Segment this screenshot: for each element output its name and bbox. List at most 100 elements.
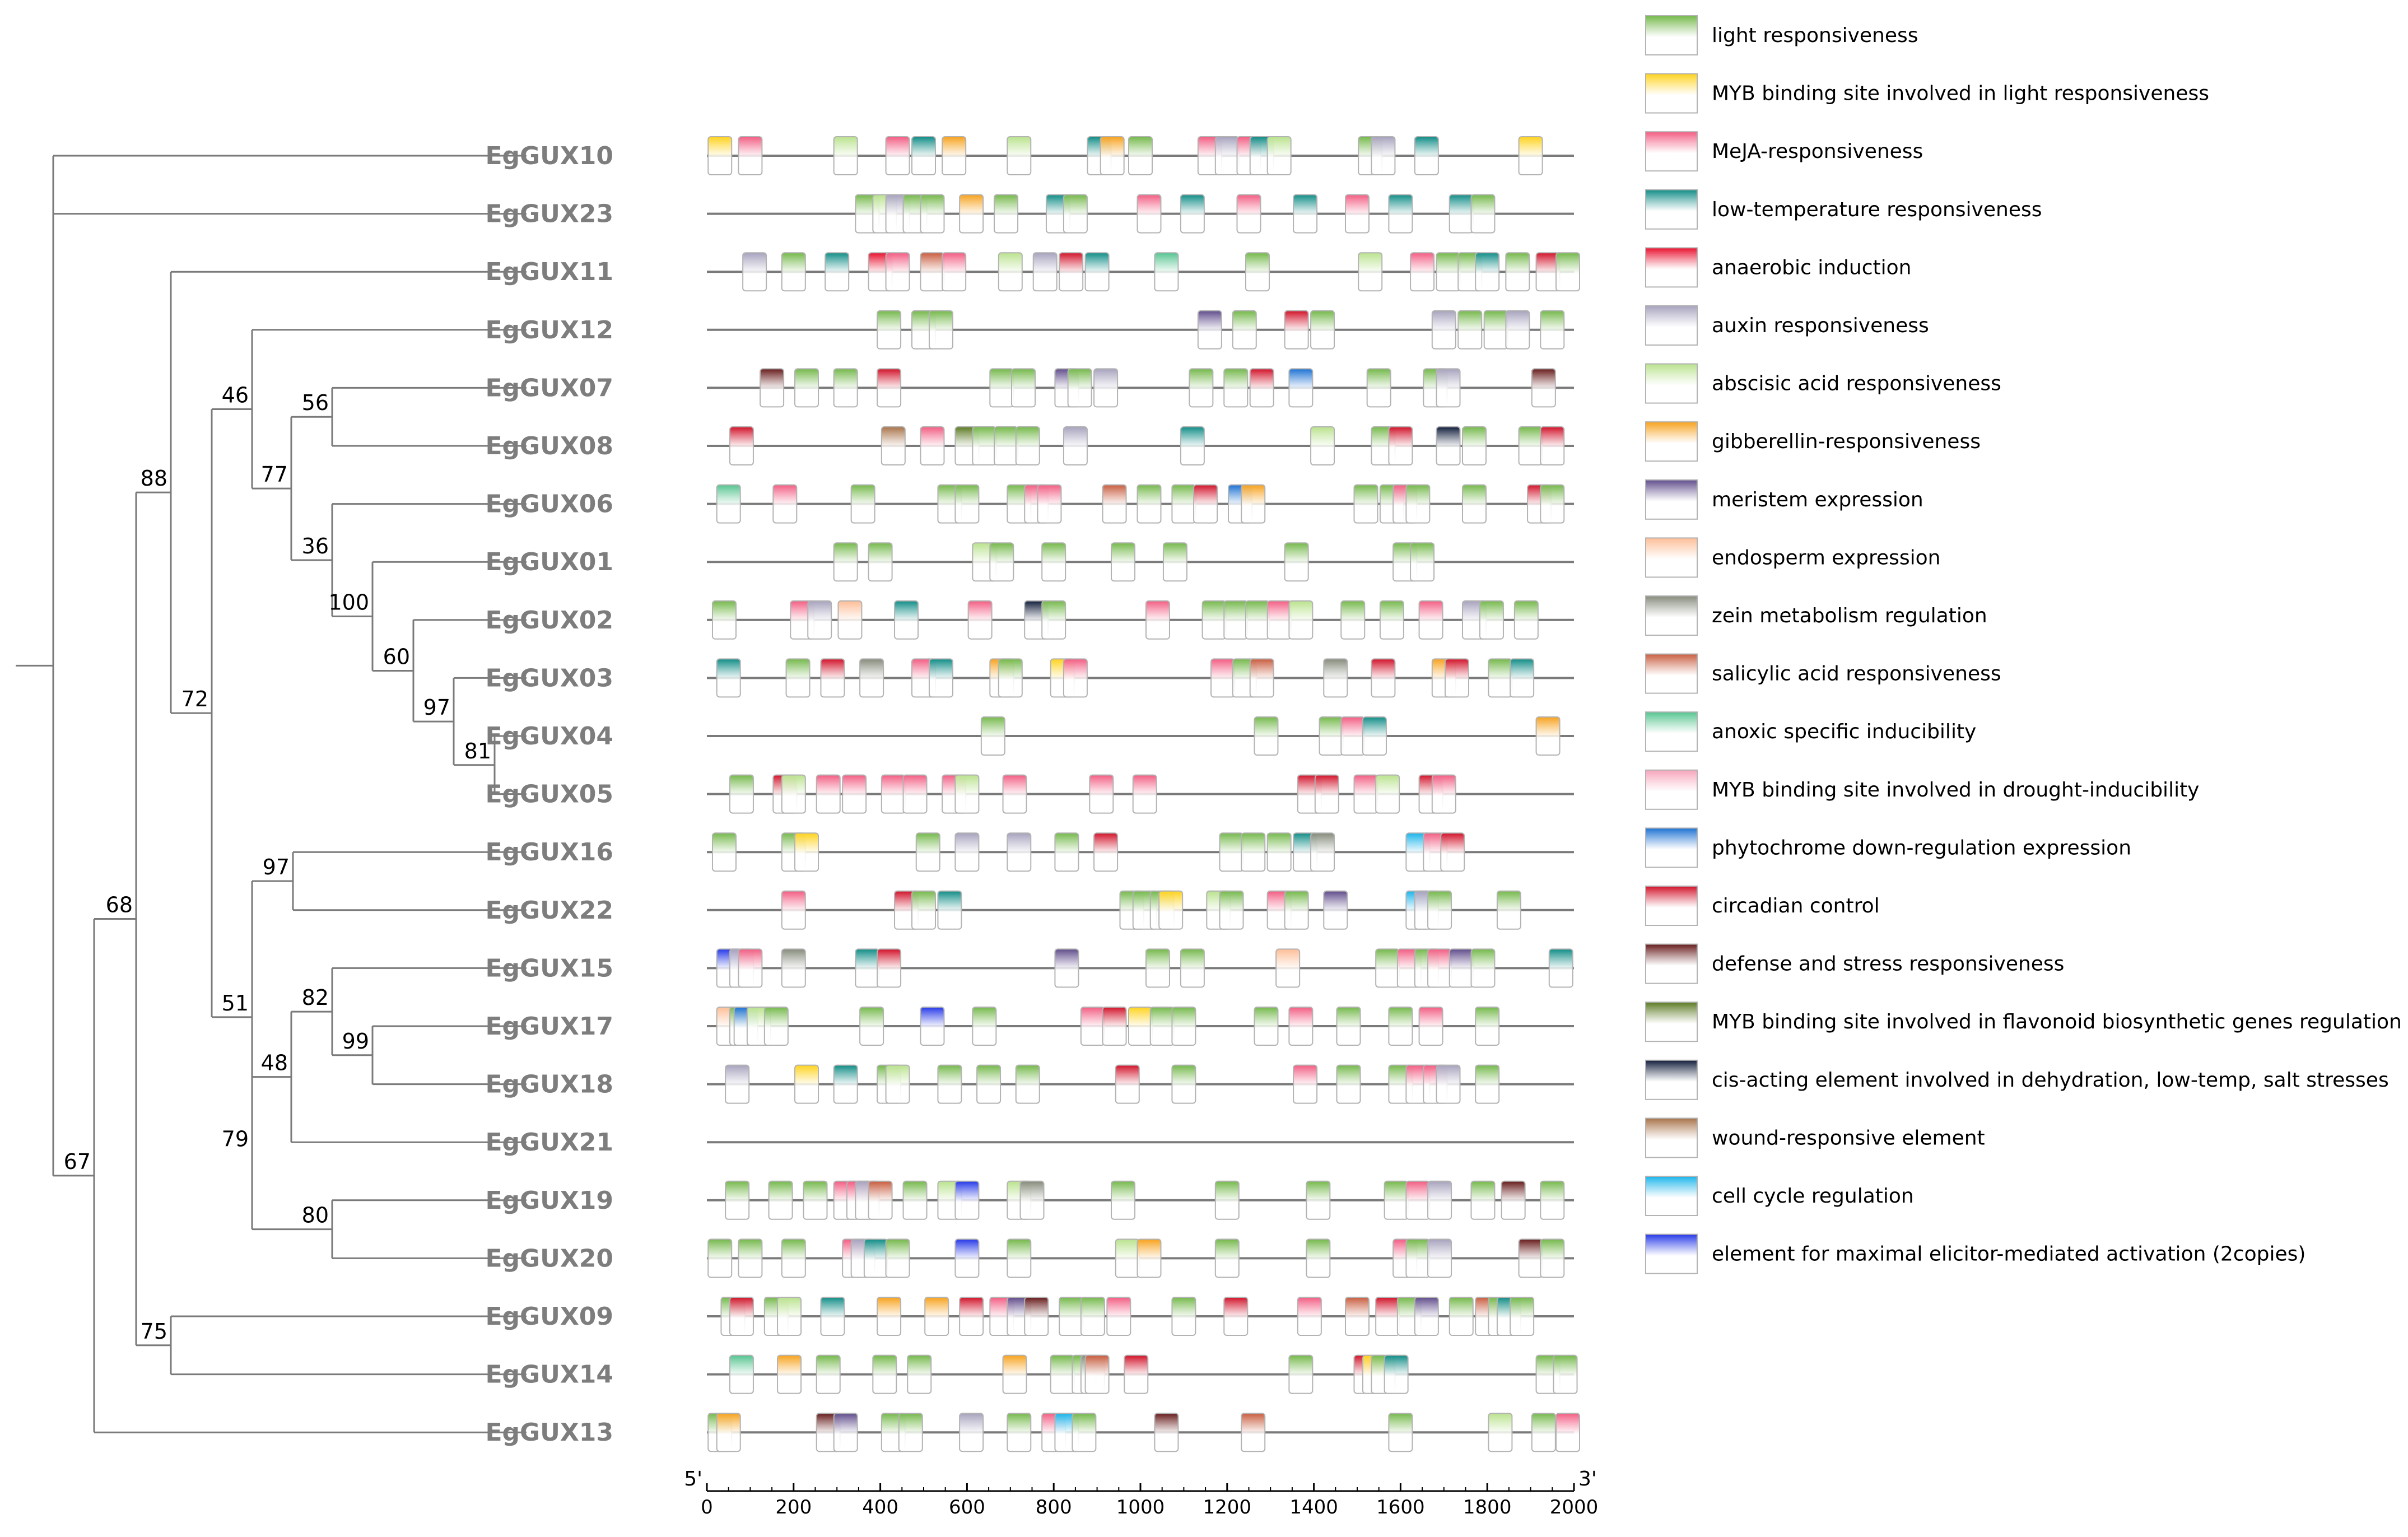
legend-item: phytochrome down-regulation expression bbox=[1645, 827, 2131, 868]
cis-element-light bbox=[1553, 1354, 1578, 1394]
legend-label: anaerobic induction bbox=[1712, 256, 1911, 279]
cis-element-auxin bbox=[1093, 368, 1119, 408]
cis-element-light bbox=[1111, 1180, 1136, 1220]
gene-row: EgGUX04 bbox=[485, 716, 1574, 756]
cis-element-circadian bbox=[1115, 1064, 1140, 1104]
legend-item: light responsiveness bbox=[1645, 15, 1918, 55]
cis-element-light bbox=[1201, 600, 1227, 640]
bootstrap-value: 97 bbox=[423, 695, 450, 720]
legend-item: defense and stress responsiveness bbox=[1645, 943, 2064, 984]
cis-element-light bbox=[928, 310, 953, 350]
gene-label: EgGUX10 bbox=[485, 142, 613, 170]
cis-element-light bbox=[1470, 194, 1496, 234]
cis-element-light bbox=[1254, 1007, 1279, 1046]
cis-element-zein bbox=[1310, 832, 1335, 872]
cis-element-circadian bbox=[820, 658, 845, 698]
cis-element-circadian bbox=[1223, 1297, 1249, 1336]
cis-element-ga bbox=[959, 194, 984, 234]
cis-element-auxin bbox=[1427, 1180, 1452, 1220]
cis-element-light bbox=[872, 1354, 897, 1394]
cis-element-light bbox=[937, 1064, 962, 1104]
cis-element-defense bbox=[1501, 1180, 1526, 1220]
cis-element-circadian bbox=[1124, 1354, 1149, 1394]
cis-element-lowtemp bbox=[1388, 194, 1413, 234]
legend-item: MYB binding site involved in drought-ind… bbox=[1645, 769, 2200, 810]
axis-tick-label: 1800 bbox=[1463, 1496, 1512, 1519]
cis-element-light bbox=[1214, 1238, 1240, 1278]
cis-element-meja bbox=[1063, 658, 1088, 698]
cis-element-light bbox=[976, 1064, 1002, 1104]
bootstrap-value: 46 bbox=[222, 383, 249, 407]
cis-element-light bbox=[1015, 1064, 1040, 1104]
cis-element-myb_light bbox=[1158, 890, 1184, 930]
cis-element-salicylic bbox=[1084, 1354, 1110, 1394]
cis-element-light bbox=[1266, 832, 1292, 872]
cis-element-light bbox=[1232, 310, 1257, 350]
cis-element-light bbox=[907, 1354, 932, 1394]
cis-element-lowtemp bbox=[1448, 194, 1474, 234]
legend-swatch bbox=[1645, 595, 1698, 636]
legend-label: MeJA-responsiveness bbox=[1712, 140, 1923, 163]
cis-element-light bbox=[859, 1007, 884, 1046]
cis-element-ga bbox=[1002, 1354, 1027, 1394]
three-prime-label: 3' bbox=[1578, 1468, 1597, 1491]
legend-item: circadian control bbox=[1645, 886, 1880, 926]
cis-element-light bbox=[1366, 368, 1391, 408]
cis-element-meja bbox=[885, 252, 910, 292]
cis-element-lowtemp bbox=[1548, 948, 1573, 988]
gene-row: EgGUX07 bbox=[485, 368, 1574, 408]
gene-row: EgGUX03 bbox=[485, 658, 1574, 698]
cis-element-light bbox=[1306, 1180, 1331, 1220]
cis-element-myb_light bbox=[794, 832, 819, 872]
cis-element-auxin bbox=[1063, 426, 1088, 465]
cis-element-lowtemp bbox=[928, 658, 953, 698]
bootstrap-value: 51 bbox=[222, 991, 249, 1016]
bootstrap-value: 79 bbox=[222, 1127, 249, 1152]
cis-element-auxin bbox=[1436, 1064, 1461, 1104]
cis-element-light bbox=[1306, 1238, 1331, 1278]
cis-element-light bbox=[1171, 484, 1196, 524]
cis-element-lowtemp bbox=[855, 948, 880, 988]
cis-element-ga bbox=[877, 1297, 902, 1336]
cis-element-circadian bbox=[1249, 368, 1274, 408]
cis-element-light bbox=[1470, 1180, 1496, 1220]
cis-element-light bbox=[1171, 1297, 1196, 1336]
cis-element-meja bbox=[1145, 600, 1170, 640]
cis-element-lowtemp bbox=[825, 252, 850, 292]
cis-element-light bbox=[1388, 1007, 1413, 1046]
cis-element-auxin bbox=[1371, 136, 1396, 175]
legend-swatch bbox=[1645, 73, 1698, 114]
cis-element-ga bbox=[1241, 484, 1266, 524]
cis-element-ga bbox=[924, 1297, 949, 1336]
gene-row: EgGUX08 bbox=[485, 426, 1574, 465]
cis-element-zein bbox=[781, 948, 806, 988]
cis-element-aba bbox=[998, 252, 1023, 292]
cis-element-light bbox=[1054, 832, 1079, 872]
gene-label: EgGUX02 bbox=[485, 606, 613, 635]
gene-row: EgGUX11 bbox=[485, 252, 1580, 292]
cis-element-light bbox=[1284, 890, 1309, 930]
legend-label: endosperm expression bbox=[1712, 546, 1940, 569]
cis-element-lowtemp bbox=[937, 890, 962, 930]
legend: light responsiveness MYB binding site inv… bbox=[1645, 15, 2402, 1274]
cis-element-aba bbox=[1488, 1413, 1513, 1452]
legend-swatch bbox=[1645, 943, 1698, 984]
cis-element-elicitor bbox=[920, 1007, 945, 1046]
legend-item: anaerobic induction bbox=[1645, 247, 1911, 288]
legend-swatch bbox=[1645, 1002, 1698, 1042]
axis-tick-label: 1600 bbox=[1376, 1496, 1425, 1519]
cis-element-lowtemp bbox=[1293, 194, 1318, 234]
cis-element-light bbox=[1241, 832, 1266, 872]
axis-tick-label: 600 bbox=[949, 1496, 985, 1519]
cis-element-light bbox=[1063, 194, 1088, 234]
legend-label: zein metabolism regulation bbox=[1712, 604, 1987, 627]
cis-element-light bbox=[833, 542, 858, 582]
gene-row: EgGUX01 bbox=[485, 542, 1574, 582]
legend-swatch bbox=[1645, 479, 1698, 520]
cis-element-circadian bbox=[1102, 1007, 1127, 1046]
cis-element-defense bbox=[760, 368, 785, 408]
cis-element-meja bbox=[1037, 484, 1062, 524]
cis-element-light bbox=[1336, 1007, 1361, 1046]
cis-element-lowtemp bbox=[863, 1238, 888, 1278]
cis-element-light bbox=[1540, 310, 1565, 350]
